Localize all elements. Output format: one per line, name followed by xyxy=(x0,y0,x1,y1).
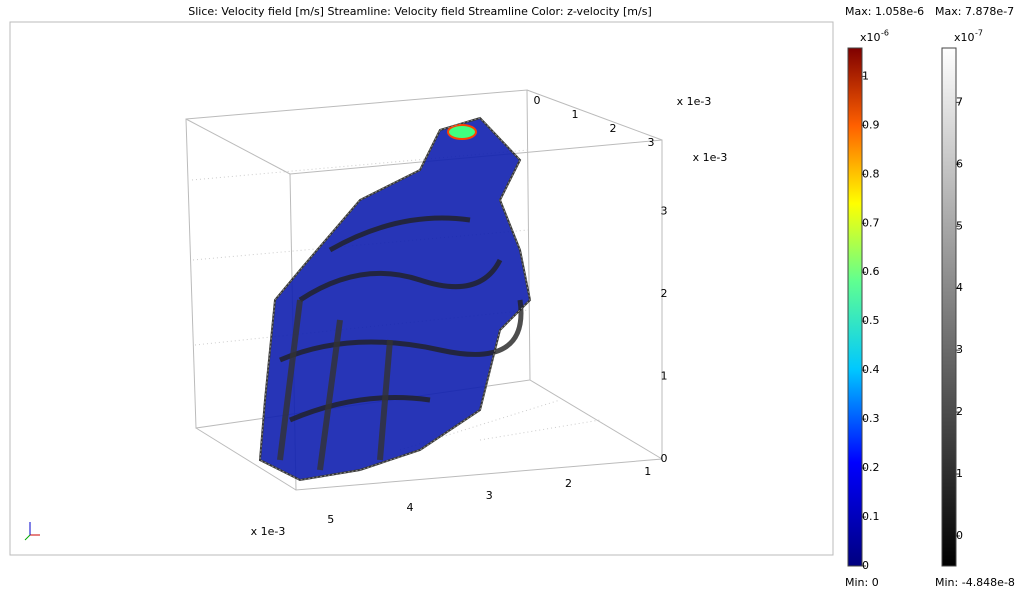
colorbar-tick-label: 0.1 xyxy=(862,510,880,523)
colorbar-max: Max: 7.878e-7 xyxy=(935,5,1014,18)
axis-multiplier: x 1e-3 xyxy=(677,95,712,108)
axis-tick-label: 2 xyxy=(661,287,668,300)
colorbar-tick-label: 6 xyxy=(956,157,963,170)
axis-tick-label: 1 xyxy=(661,370,668,383)
axis-tick-label: 0 xyxy=(661,452,668,465)
axis-tick-label: 5 xyxy=(327,513,334,526)
colorbar-tick-label: 0 xyxy=(862,559,869,572)
colorbar-tick-label: 0.3 xyxy=(862,412,880,425)
colorbar-tick-label: 0.2 xyxy=(862,461,880,474)
axis-multiplier: x 1e-3 xyxy=(693,151,728,164)
colorbar-min: Min: -4.848e-8 xyxy=(935,576,1015,589)
axis-tick-label: 1 xyxy=(644,465,651,478)
colorbar-multiplier: x10 xyxy=(954,31,975,44)
colorbar-tick-label: 0.7 xyxy=(862,216,880,229)
colorbar-tick-label: 0.8 xyxy=(862,167,880,180)
colorbar-tick-label: 0.9 xyxy=(862,118,880,131)
axis-tick-label: 3 xyxy=(661,205,668,218)
colorbar-tick-label: 0.5 xyxy=(862,314,880,327)
colorbar-exponent: -7 xyxy=(975,29,983,38)
colorbar-tick-label: 0.4 xyxy=(862,363,880,376)
colorbar-tick-label: 2 xyxy=(956,405,963,418)
plot-title: Slice: Velocity field [m/s] Streamline: … xyxy=(188,5,652,18)
colorbar-tick-label: 1 xyxy=(862,69,869,82)
colorbar-min: Min: 0 xyxy=(845,576,879,589)
colorbar-tick-label: 0.6 xyxy=(862,265,880,278)
colorbar-tick-label: 3 xyxy=(956,343,963,356)
colorbar-tick-label: 7 xyxy=(956,95,963,108)
axis-tick-label: 0 xyxy=(534,94,541,107)
colorbar-slice xyxy=(847,47,863,567)
axis-tick-label: 4 xyxy=(407,501,414,514)
colorbar-tick-label: 0 xyxy=(956,529,963,542)
axis-tick-label: 3 xyxy=(486,489,493,502)
colorbar-tick-label: 4 xyxy=(956,281,963,294)
colorbar-streamline xyxy=(941,47,957,567)
colorbar-tick-label: 1 xyxy=(956,467,963,480)
colorbar-exponent: -6 xyxy=(881,29,889,38)
axis-triad xyxy=(24,522,40,541)
colorbar-max: Max: 1.058e-6 xyxy=(845,5,924,18)
colorbar-tick-label: 5 xyxy=(956,219,963,232)
geometry xyxy=(258,116,532,482)
axis-tick-label: 3 xyxy=(648,136,655,149)
axis-tick-label: 2 xyxy=(610,122,617,135)
axis-tick-label: 2 xyxy=(565,477,572,490)
plot-frame xyxy=(9,21,834,556)
axis-multiplier: x 1e-3 xyxy=(251,525,286,538)
colorbar-multiplier: x10 xyxy=(860,31,881,44)
axis-tick-label: 1 xyxy=(572,108,579,121)
